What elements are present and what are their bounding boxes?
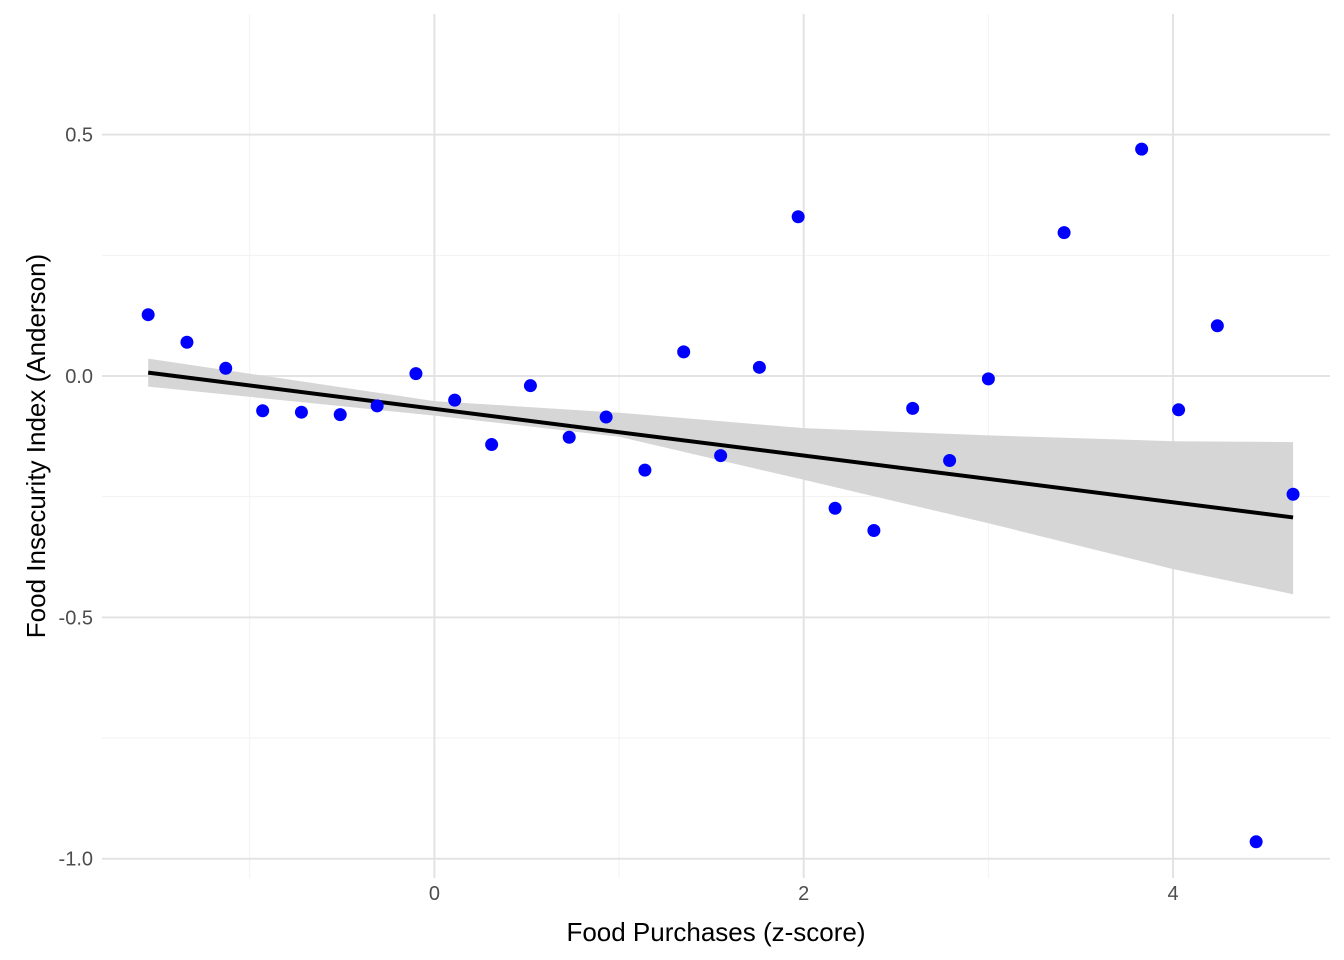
x-tick-label: 4 [1167,883,1178,905]
x-tick-label: 2 [798,883,809,905]
y-tick-label: 0.5 [65,125,93,147]
data-point [1135,142,1149,156]
data-point [714,449,728,463]
x-tick-labels: 0 2 4 [429,883,1179,905]
data-point [1249,835,1263,849]
y-tick-label: 0.0 [65,366,93,388]
data-point [638,463,652,477]
data-point [485,438,499,452]
data-point [141,308,155,322]
confidence-band [148,358,1294,595]
x-axis-title: Food Purchases (z-score) [566,917,865,947]
data-point [409,367,423,381]
data-point [523,379,537,393]
y-tick-label: -1.0 [59,849,93,871]
data-point [294,405,308,419]
data-point [599,410,613,424]
data-point [1210,319,1224,333]
data-point [752,360,766,374]
data-point [828,501,842,515]
data-point [1172,403,1186,417]
y-axis-title: Food Insecurity Index (Anderson) [21,254,51,638]
data-point [791,210,805,224]
confidence-band-layer [148,358,1294,595]
data-point [562,430,576,444]
data-point [867,523,881,537]
x-tick-label: 0 [429,883,440,905]
data-point [1057,226,1071,240]
data-point [981,372,995,386]
data-point [333,408,347,422]
data-point [448,393,462,407]
data-point [219,361,233,375]
data-points [141,142,1300,849]
data-point [1286,487,1300,501]
data-point [943,453,957,467]
data-point [180,335,194,349]
y-tick-label: -0.5 [59,607,93,629]
data-point [906,401,920,415]
data-point [677,345,691,359]
regression-line [147,370,1294,520]
data-point [370,399,384,413]
data-point [256,404,270,418]
y-tick-labels: 0.5 0.0 -0.5 -1.0 [59,125,93,871]
fit-line-layer [147,370,1294,520]
